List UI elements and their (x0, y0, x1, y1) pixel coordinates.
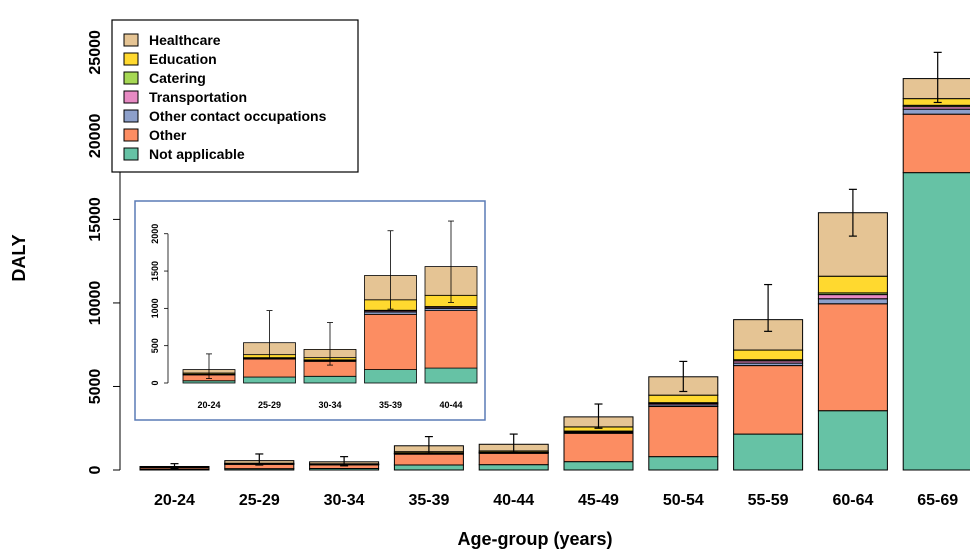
x-axis-title: Age-group (years) (457, 529, 612, 549)
legend: Healthcare Education Catering Transportatio… (111, 19, 359, 173)
y-tick-label: 25000 (87, 30, 104, 75)
x-tick-label: 55-59 (748, 492, 789, 509)
main-plot (139, 51, 970, 471)
y-tick-label: 0 (87, 465, 104, 474)
x-tick-label: 65-69 (917, 492, 958, 509)
inset-x-tick-label: 40-44 (439, 400, 462, 410)
legend-box (111, 19, 359, 173)
legend-swatch-other-contact-occupations (123, 109, 139, 123)
x-tick-label: 30-34 (324, 492, 365, 509)
bar-other-35-39 (393, 453, 464, 466)
x-tick-label: 45-49 (578, 492, 619, 509)
inset-bar-other-40-44 (424, 310, 478, 369)
bar-education-55-59 (733, 349, 804, 361)
bar-transportation-60-64 (817, 294, 888, 300)
inset-y-tick-label: 1500 (150, 261, 160, 281)
bar-not-applicable-60-64 (817, 410, 888, 471)
x-tick-label: 40-44 (493, 492, 534, 509)
legend-swatch-transportation (123, 90, 139, 104)
x-tick-label: 35-39 (408, 492, 449, 509)
inset-bar-not-applicable-35-39 (364, 369, 417, 384)
legend-swatch-other (123, 128, 139, 142)
legend-label-catering: Catering (149, 70, 206, 86)
y-axis-title: DALY (9, 234, 29, 281)
legend-label-other-contact-occupations: Other contact occupations (149, 108, 327, 124)
bar-other-65-69 (902, 113, 970, 174)
y-tick-label: 10000 (87, 281, 104, 326)
bar-other-contact-occupations-65-69 (902, 108, 970, 115)
x-tick-label: 50-54 (663, 492, 704, 509)
bar-other-60-64 (817, 303, 888, 412)
x-tick-label: 20-24 (154, 492, 195, 509)
bar-not-applicable-40-44 (478, 464, 549, 471)
bar-other-55-59 (733, 365, 804, 435)
inset-x-tick-label: 20-24 (197, 400, 220, 410)
inset-plot: 0 500 1000 1500 2000 20-24 25-29 30-34 35-39 40-4… (134, 200, 486, 421)
bar-education-50-54 (648, 394, 719, 404)
inset-y-tick-label: 0 (150, 380, 160, 385)
bar-not-applicable-50-54 (648, 456, 719, 471)
legend-label-education: Education (149, 51, 217, 67)
bar-not-applicable-65-69 (902, 172, 970, 471)
x-tick-label: 60-64 (832, 492, 873, 509)
inset-x-tick-label: 30-34 (318, 400, 341, 410)
bar-other-contact-occupations-60-64 (817, 298, 888, 305)
inset-y-tick-label: 2000 (150, 224, 160, 244)
y-tick-label: 15000 (87, 197, 104, 242)
inset-bar-not-applicable-25-29 (243, 376, 296, 384)
inset-y-tick-label: 1000 (150, 298, 160, 318)
bar-other-40-44 (478, 452, 549, 466)
legend-swatch-healthcare (123, 33, 139, 47)
legend-label-not-applicable: Not applicable (149, 146, 245, 162)
legend-label-transportation: Transportation (149, 89, 247, 105)
x-tick-label: 25-29 (239, 492, 280, 509)
legend-swatch-catering (123, 71, 139, 85)
inset-bar-not-applicable-40-44 (424, 367, 478, 384)
bar-other-45-49 (563, 432, 634, 463)
y-tick-label: 5000 (87, 369, 104, 405)
bar-education-60-64 (817, 275, 888, 294)
legend-swatch-education (123, 52, 139, 66)
bar-healthcare-65-69 (902, 78, 970, 100)
inset-y-tick-label: 500 (150, 338, 160, 353)
inset-x-tick-label: 25-29 (258, 400, 281, 410)
y-tick-label: 20000 (87, 114, 104, 159)
legend-label-other: Other (149, 127, 187, 143)
bar-not-applicable-35-39 (393, 464, 464, 471)
bar-not-applicable-55-59 (733, 433, 804, 471)
inset-x-tick-label: 35-39 (379, 400, 402, 410)
bar-other-50-54 (648, 406, 719, 458)
bar-not-applicable-45-49 (563, 461, 634, 471)
inset-bar-other-35-39 (364, 313, 417, 370)
legend-swatch-not-applicable (123, 147, 139, 161)
legend-label-healthcare: Healthcare (149, 32, 221, 48)
inset-bar-other-25-29 (243, 358, 296, 378)
inset-bar-not-applicable-30-34 (303, 375, 357, 384)
